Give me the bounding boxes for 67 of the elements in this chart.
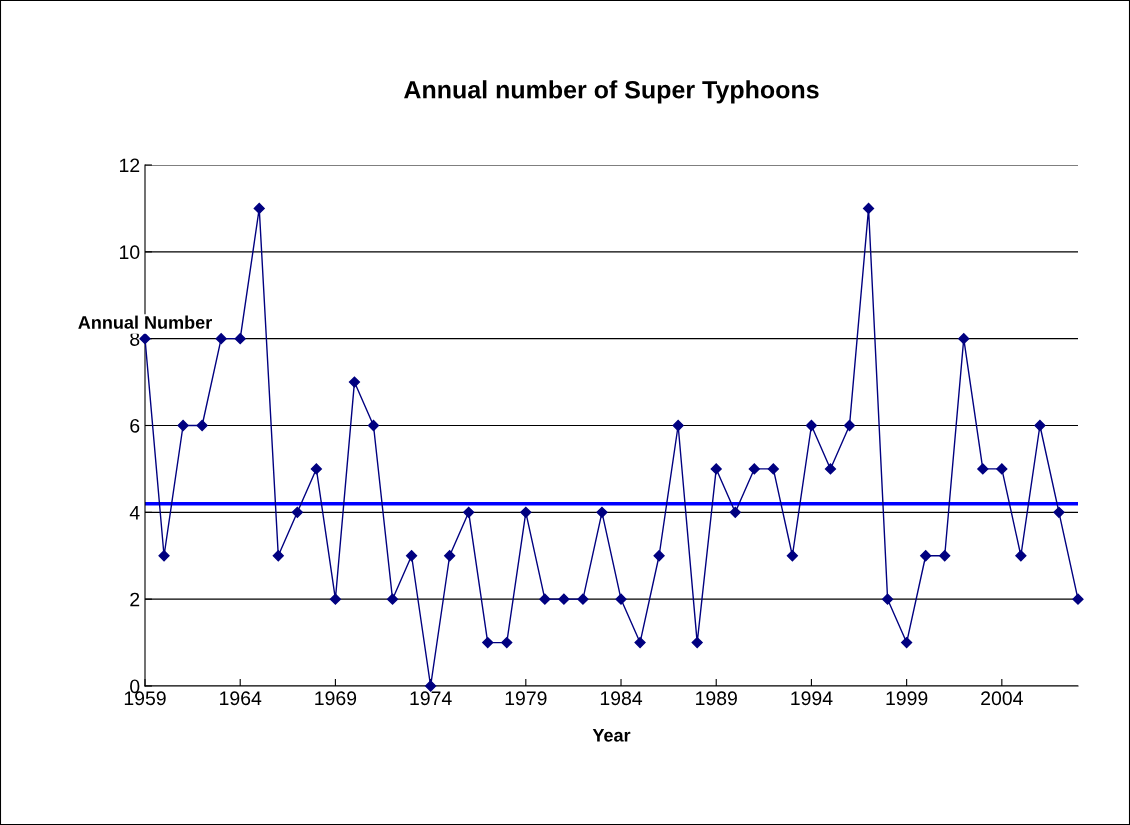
point [901, 636, 913, 649]
point [539, 593, 551, 605]
point [348, 376, 361, 388]
point [177, 419, 189, 432]
chart-title: Annual number of Super Typhoons [404, 80, 819, 104]
point [958, 333, 970, 345]
point [425, 680, 437, 692]
point [862, 202, 875, 215]
x-tick-label: 1989 [696, 691, 737, 706]
point [1053, 506, 1065, 518]
point [786, 550, 798, 562]
point [920, 550, 932, 562]
point [253, 202, 265, 215]
point [824, 463, 837, 475]
x-tick-label: 1979 [505, 691, 547, 706]
point [558, 593, 570, 605]
x-tick-label: 1964 [220, 691, 262, 706]
point [272, 550, 284, 562]
y-axis-title: Annual Number [78, 315, 212, 329]
y-tick-label: 10 [120, 245, 140, 260]
point [367, 419, 380, 432]
x-tick-label: 1974 [410, 691, 452, 706]
point [158, 550, 170, 562]
point [444, 550, 456, 562]
point [501, 636, 513, 649]
point [939, 550, 951, 562]
point [977, 463, 989, 475]
point [748, 463, 760, 475]
point [463, 506, 475, 518]
point [520, 506, 532, 518]
point [653, 550, 665, 562]
point [596, 506, 608, 518]
point [634, 636, 646, 649]
x-tick-label: 2004 [981, 691, 1023, 706]
point [577, 593, 589, 605]
point [329, 593, 342, 605]
point [691, 636, 703, 649]
point [710, 463, 722, 475]
point [291, 506, 303, 518]
point [1072, 593, 1084, 605]
point [482, 636, 494, 649]
y-tick-label: 2 [130, 592, 140, 607]
point [405, 550, 418, 562]
point [1034, 419, 1046, 432]
point [215, 333, 227, 345]
x-tick-label: 1984 [600, 691, 643, 706]
point [672, 419, 684, 432]
y-tick-label: 4 [129, 506, 140, 520]
point [881, 593, 894, 605]
point [729, 506, 741, 518]
point [996, 463, 1008, 475]
point [843, 419, 856, 432]
point [234, 333, 246, 345]
point [615, 593, 627, 605]
point [310, 463, 322, 475]
point [805, 419, 818, 432]
point [767, 463, 779, 475]
y-tick-label: 12 [120, 158, 140, 173]
x-axis-title: Year [592, 729, 631, 742]
point [386, 593, 399, 605]
y-tick-label: 8 [130, 332, 140, 346]
x-tick-label: 1999 [886, 691, 928, 706]
point [1015, 550, 1027, 562]
x-tick-label: 1994 [791, 691, 833, 706]
y-tick-label: 6 [130, 418, 140, 433]
x-tick-label: 1969 [315, 691, 357, 706]
point [196, 419, 208, 432]
